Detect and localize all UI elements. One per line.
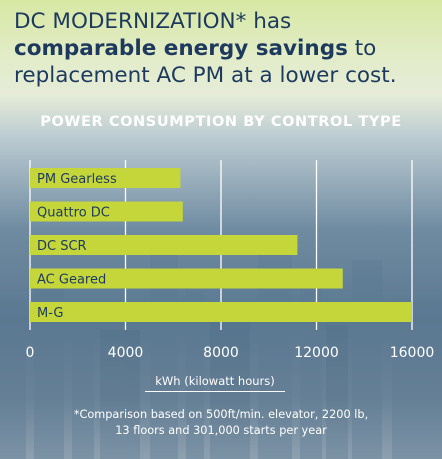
bar [30,302,412,322]
x-axis-label: kWh (kilowatt hours) [145,374,285,392]
bar-category-label: M-G [37,306,63,321]
bar [30,235,298,255]
headline-line-3: replacement AC PM at a lower cost. [14,63,397,88]
bar-category-label: Quattro DC [37,206,110,221]
bar [30,201,183,222]
x-tick-label: 0 [26,345,35,361]
x-tick-label: 16000 [390,345,435,361]
bar-category-label: PM Gearless [37,172,117,187]
headline-line-2: comparable energy savings to [14,35,434,62]
bar-group-ac-geared: AC Geared [30,268,343,289]
x-tick-label: 8000 [203,345,239,361]
bar-group-m-g: M-G [30,302,412,322]
bar-group-pm-gearless: PM Gearless [30,168,181,188]
bar [30,268,343,289]
x-tick-labels: 0 4000 8000 12000 16000 [26,345,435,361]
x-tick-label: 12000 [294,345,339,361]
bar-group-dc-scr: DC SCR [30,235,298,255]
chart-title: POWER CONSUMPTION BY CONTROL TYPE [40,114,402,130]
headline-line-2-rest: to [347,36,377,61]
footnote: *Comparison based on 500ft/min. elevator… [0,407,442,439]
headline-line-1: DC MODERNIZATION* has [14,9,292,34]
bar-group-quattro-dc: Quattro DC [30,201,183,222]
bar [30,168,181,188]
headline: DC MODERNIZATION* has comparable energy … [14,8,434,89]
headline-emphasis: comparable energy savings [14,36,348,61]
bar-category-label: DC SCR [37,239,87,254]
x-tick-label: 4000 [108,345,144,361]
bar-category-label: AC Geared [37,273,106,288]
footnote-line-1: *Comparison based on 500ft/min. elevator… [73,408,369,421]
bars: PM Gearless Quattro DC DC SCR AC Geared M-G [30,168,412,322]
footnote-line-2: 13 floors and 301,000 starts per year [115,424,327,437]
